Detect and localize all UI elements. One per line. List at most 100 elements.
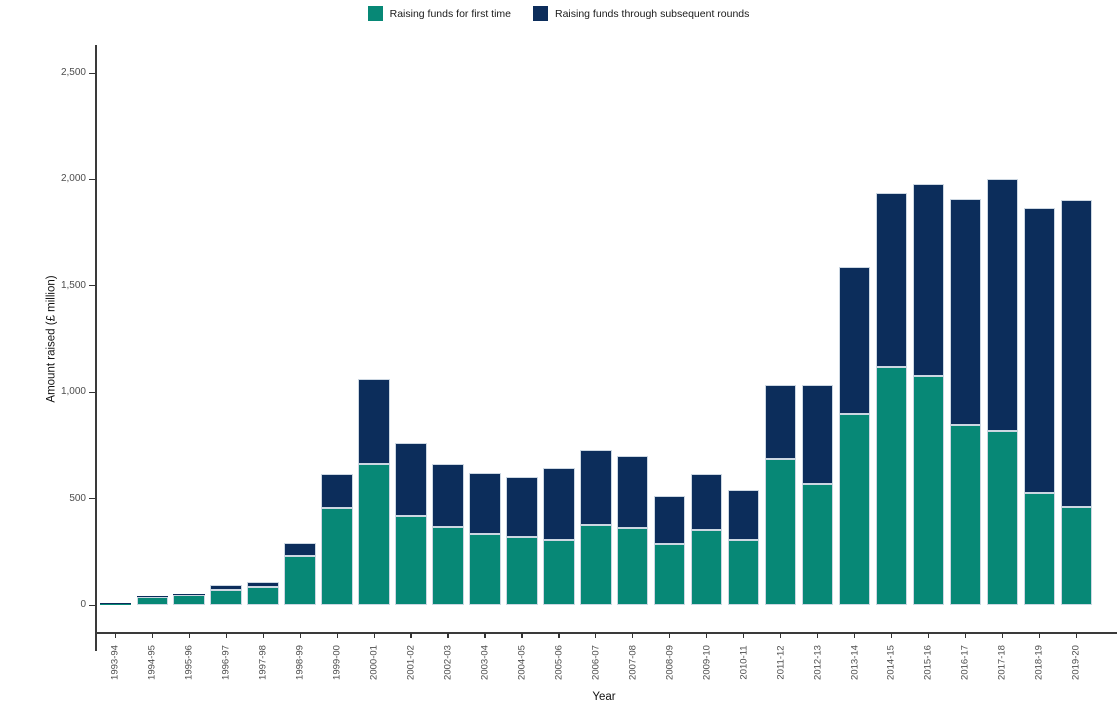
x-axis-tick-label: 2007-08 <box>627 645 639 680</box>
x-axis-tick <box>299 633 301 638</box>
bar-segment-subsequent-rounds <box>616 456 649 529</box>
bar-segment-subsequent-rounds <box>247 582 279 587</box>
bar-segment-subsequent-rounds <box>801 385 834 485</box>
bar-segment-first-time <box>543 540 575 605</box>
x-axis-tick <box>262 633 264 638</box>
bar-segment-first-time <box>506 537 538 605</box>
x-axis-tick <box>1001 633 1004 638</box>
x-axis-tick-label: 2016-17 <box>959 645 971 680</box>
y-axis-title-wrap: Amount raised (£ million) <box>44 45 60 633</box>
x-axis-tick <box>521 633 523 638</box>
bar-segment-subsequent-rounds <box>1060 200 1092 507</box>
bar-2017-18 <box>986 178 1019 605</box>
bar-segment-subsequent-rounds <box>690 473 723 531</box>
bar-segment-first-time <box>284 556 316 605</box>
bar-segment-subsequent-rounds <box>358 379 390 464</box>
bar-segment-first-time <box>358 463 390 605</box>
x-axis-tick-label: 2013-14 <box>849 645 860 680</box>
bar-2014-15 <box>875 193 908 605</box>
y-axis-tick <box>89 285 95 287</box>
y-axis-tick <box>89 178 95 181</box>
bar-segment-first-time <box>801 484 834 605</box>
x-axis-tick <box>373 633 375 638</box>
bar-segment-subsequent-rounds <box>173 594 205 596</box>
bar-segment-subsequent-rounds <box>653 495 686 544</box>
bar-segment-subsequent-rounds <box>432 463 464 527</box>
x-axis-tick <box>817 633 819 638</box>
bar-segment-first-time <box>469 533 501 605</box>
x-axis-tick-label: 2005-06 <box>553 645 565 680</box>
x-axis-tick-label: 2001-02 <box>405 645 417 680</box>
bar-1999-00 <box>321 474 353 605</box>
bar-2004-05 <box>506 476 538 605</box>
bar-segment-subsequent-rounds <box>321 474 353 508</box>
bar-segment-subsequent-rounds <box>543 467 575 541</box>
x-axis-tick-label: 2015-16 <box>922 645 934 680</box>
y-axis-tick <box>89 391 95 393</box>
bar-segment-first-time <box>764 459 797 605</box>
x-axis-tick <box>225 633 227 638</box>
bar-segment-first-time <box>136 597 168 605</box>
bar-1994-95 <box>136 596 168 605</box>
bar-segment-first-time <box>912 376 945 605</box>
legend-item: Raising funds through subsequent rounds <box>533 6 749 21</box>
bar-segment-first-time <box>949 424 982 605</box>
x-axis-tick-label: 2008-09 <box>664 645 676 680</box>
bar-segment-first-time <box>875 366 908 605</box>
bar-1995-96 <box>173 594 205 605</box>
bar-segment-subsequent-rounds <box>912 184 945 377</box>
y-axis-tick-label: 2,000 <box>60 173 86 185</box>
bar-segment-subsequent-rounds <box>875 193 908 367</box>
legend-label: Raising funds for first time <box>389 7 511 20</box>
bar-2000-01 <box>358 379 390 605</box>
x-axis-tick-label: 1998-99 <box>294 645 306 680</box>
bar-2011-12 <box>764 385 797 605</box>
bar-2003-04 <box>469 472 501 605</box>
x-axis-tick <box>410 633 412 638</box>
y-axis-title: Amount raised (£ million) <box>46 275 58 403</box>
bar-segment-first-time <box>99 603 132 605</box>
x-axis-tick <box>706 633 708 638</box>
x-axis-tick-label: 2002-03 <box>442 645 454 680</box>
legend-label: Raising funds through subsequent rounds <box>555 7 750 20</box>
x-axis-tick <box>558 633 560 638</box>
bar-segment-first-time <box>1060 506 1092 605</box>
x-axis-tick <box>595 633 597 638</box>
x-axis-tick <box>854 633 856 638</box>
bar-2006-07 <box>580 450 612 605</box>
bar-segment-first-time <box>690 530 723 605</box>
x-axis-tick-label: 2010-11 <box>738 645 750 680</box>
x-axis-tick-label: 1994-95 <box>146 645 158 680</box>
bar-segment-first-time <box>838 413 871 605</box>
bar-segment-subsequent-rounds <box>838 267 871 414</box>
bar-2009-10 <box>690 473 723 605</box>
x-axis-tick <box>964 633 967 638</box>
legend: Raising funds for first time Raising fund… <box>0 6 1117 21</box>
bar-segment-subsequent-rounds <box>469 472 501 534</box>
bar-2005-06 <box>543 467 575 605</box>
bar-segment-subsequent-rounds <box>506 476 538 538</box>
y-axis-tick <box>89 498 95 500</box>
x-axis-tick-label: 2004-05 <box>516 645 528 680</box>
x-axis-tick-label: 2019-20 <box>1070 645 1082 680</box>
bar-2007-08 <box>616 456 649 605</box>
x-axis-tick-label: 2006-07 <box>590 645 602 680</box>
bar-2015-16 <box>912 184 945 605</box>
bar-segment-subsequent-rounds <box>727 490 760 541</box>
bar-segment-subsequent-rounds <box>580 450 612 526</box>
y-axis-tick-label: 2,500 <box>60 67 86 78</box>
y-axis-line <box>95 45 97 651</box>
legend-swatch-icon <box>367 6 383 21</box>
bar-segment-subsequent-rounds <box>136 596 168 598</box>
x-axis-tick-label: 2012-13 <box>812 645 824 680</box>
x-axis-tick-label: 2017-18 <box>996 645 1008 680</box>
bar-2002-03 <box>432 463 464 605</box>
bar-segment-subsequent-rounds <box>210 585 242 591</box>
y-axis-tick-label: 1,000 <box>60 386 86 398</box>
bar-2013-14 <box>838 267 871 605</box>
bar-segment-subsequent-rounds <box>395 443 427 517</box>
bar-1996-97 <box>210 585 242 605</box>
x-axis-tick <box>743 633 745 638</box>
bar-2008-09 <box>653 495 686 605</box>
y-axis-tick-label: 0 <box>80 599 86 610</box>
